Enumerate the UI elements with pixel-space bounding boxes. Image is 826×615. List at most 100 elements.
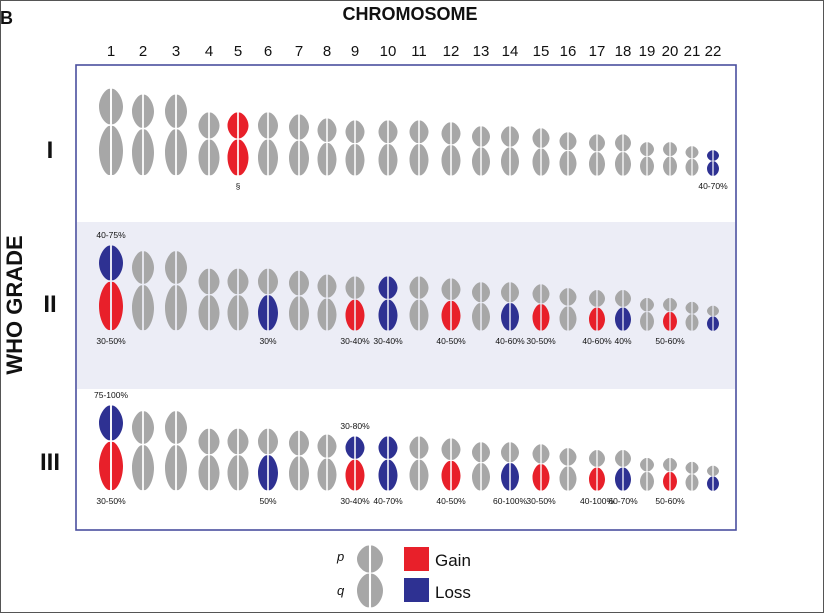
q-arm-chr3-normal [165, 445, 187, 491]
p-arm-chr19-normal [640, 457, 654, 472]
annotation-chr18-grade-III-below: 60-70% [608, 496, 638, 506]
chromosome-number-8: 8 [323, 43, 331, 60]
p-arm-chr1-loss [99, 245, 123, 281]
p-arm-chr2-normal [132, 411, 154, 444]
q-arm-chr13-normal [472, 147, 490, 176]
q-arm-chr10-loss [378, 299, 398, 331]
q-arm-chr14-loss [501, 303, 519, 331]
q-arm-chr12-gain [441, 300, 461, 331]
legend-q-arm [357, 573, 383, 608]
q-arm-chr8-normal [317, 142, 337, 176]
q-arm-chr22-loss [707, 316, 719, 331]
grade-row-III [99, 405, 719, 491]
chromosome-number-5: 5 [234, 43, 242, 60]
q-arm-chr7-normal [289, 296, 309, 331]
chromosome-18-grade-II [615, 290, 631, 331]
chromosome-2-grade-II [132, 251, 154, 331]
chromosome-20-grade-I [663, 142, 677, 176]
p-arm-chr5-normal [227, 268, 249, 295]
chromosome-9-grade-III [345, 436, 365, 491]
q-arm-chr14-loss [501, 463, 519, 491]
p-arm-chr18-normal [615, 450, 631, 467]
p-arm-chr22-loss [707, 150, 719, 161]
p-arm-chr11-normal [409, 276, 429, 299]
annotation-chr5-grade-I-below: § [236, 181, 241, 191]
p-arm-chr7-normal [289, 430, 309, 456]
p-arm-chr7-normal [289, 270, 309, 296]
chromosome-19-grade-II [640, 297, 654, 331]
annotation-chr17-grade-III-below: 40-100% [580, 496, 614, 506]
grade-label-I: I [47, 137, 54, 164]
chromosome-number-17: 17 [589, 43, 606, 60]
chromosome-16-grade-I [559, 132, 577, 176]
q-arm-chr11-normal [409, 459, 429, 491]
chromosome-10-grade-III [378, 436, 398, 491]
annotation-chr10-grade-III-below: 40-70% [373, 496, 403, 506]
p-arm-chr4-normal [198, 112, 220, 139]
p-arm-chr10-loss [378, 276, 398, 299]
p-arm-chr22-normal [707, 305, 719, 317]
annotation-chr18-grade-II-below: 40% [614, 336, 631, 346]
p-arm-chr14-normal [501, 442, 519, 463]
chromosome-9-grade-II [345, 276, 365, 331]
grade-band-2 [77, 222, 735, 389]
q-arm-chr2-normal [132, 445, 154, 491]
chromosome-1-grade-II [99, 245, 123, 331]
chromosome-number-6: 6 [264, 43, 272, 60]
chromosome-18-grade-I [615, 134, 631, 176]
chromosome-1-grade-III [99, 405, 123, 491]
p-arm-chr21-normal [685, 461, 699, 474]
legend-q-label: q [337, 583, 345, 598]
chromosome-16-grade-II [559, 288, 577, 331]
chromosome-10-grade-II [378, 276, 398, 331]
p-arm-chr11-normal [409, 436, 429, 459]
q-arm-chr12-gain [441, 460, 461, 491]
p-arm-chr6-normal [258, 268, 278, 295]
chromosome-15-grade-I [532, 128, 550, 176]
p-arm-chr12-normal [441, 438, 461, 460]
p-arm-chr4-normal [198, 268, 220, 295]
y-axis-title: WHO GRADE [2, 235, 27, 374]
legend-p-label: p [336, 549, 344, 564]
chromosome-number-16: 16 [560, 43, 577, 60]
annotation-chr1-grade-III-below: 30-50% [96, 496, 126, 506]
chromosome-22-grade-II [707, 305, 719, 331]
q-arm-chr20-gain [663, 312, 677, 331]
annotation-chr1-grade-III-above: 75-100% [94, 390, 128, 400]
q-arm-chr21-normal [685, 158, 699, 176]
p-arm-chr16-normal [559, 288, 577, 306]
chromosome-7-grade-II [289, 270, 309, 331]
q-arm-chr14-normal [501, 147, 519, 176]
x-axis-title: CHROMOSOME [343, 4, 478, 24]
chromosome-number-10: 10 [380, 43, 397, 60]
chromosome-14-grade-III [501, 442, 519, 491]
karyotype-panel [75, 64, 737, 531]
q-arm-chr22-loss [707, 476, 719, 491]
p-arm-chr14-normal [501, 126, 519, 147]
chromosome-number-row: 1 2 3 4 5 6 7 8 9 10 11 12 13 14 15 16 17 18 19 20 21 22 [107, 43, 722, 60]
chromosome-17-grade-II [589, 290, 605, 331]
q-arm-chr16-normal [559, 150, 577, 176]
chromosome-12-grade-I [441, 122, 461, 176]
q-arm-chr7-normal [289, 140, 309, 176]
chromosome-number-12: 12 [443, 43, 460, 60]
annotation-chr12-grade-II-below: 40-50% [436, 336, 466, 346]
annotation-chr17-grade-II-below: 40-60% [582, 336, 612, 346]
chromosome-number-19: 19 [639, 43, 656, 60]
chromosome-3-grade-I [165, 94, 187, 176]
chromosome-number-22: 22 [705, 43, 722, 60]
annotation-chr9-grade-II-below: 30-40% [340, 336, 370, 346]
p-arm-chr8-normal [317, 274, 337, 298]
q-arm-chr20-gain [663, 472, 677, 491]
chromosome-18-grade-III [615, 450, 631, 491]
p-arm-chr9-loss [345, 436, 365, 459]
annotation-chr15-grade-III-below: 30-50% [526, 496, 556, 506]
q-arm-chr1-normal [99, 125, 123, 176]
p-arm-chr21-normal [685, 146, 699, 159]
p-arm-chr3-normal [165, 94, 187, 128]
p-arm-chr18-normal [615, 134, 631, 152]
annotation-chr1-grade-II-above: 40-75% [96, 230, 126, 240]
chromosome-17-grade-III [589, 450, 605, 491]
chromosome-17-grade-I [589, 134, 605, 176]
